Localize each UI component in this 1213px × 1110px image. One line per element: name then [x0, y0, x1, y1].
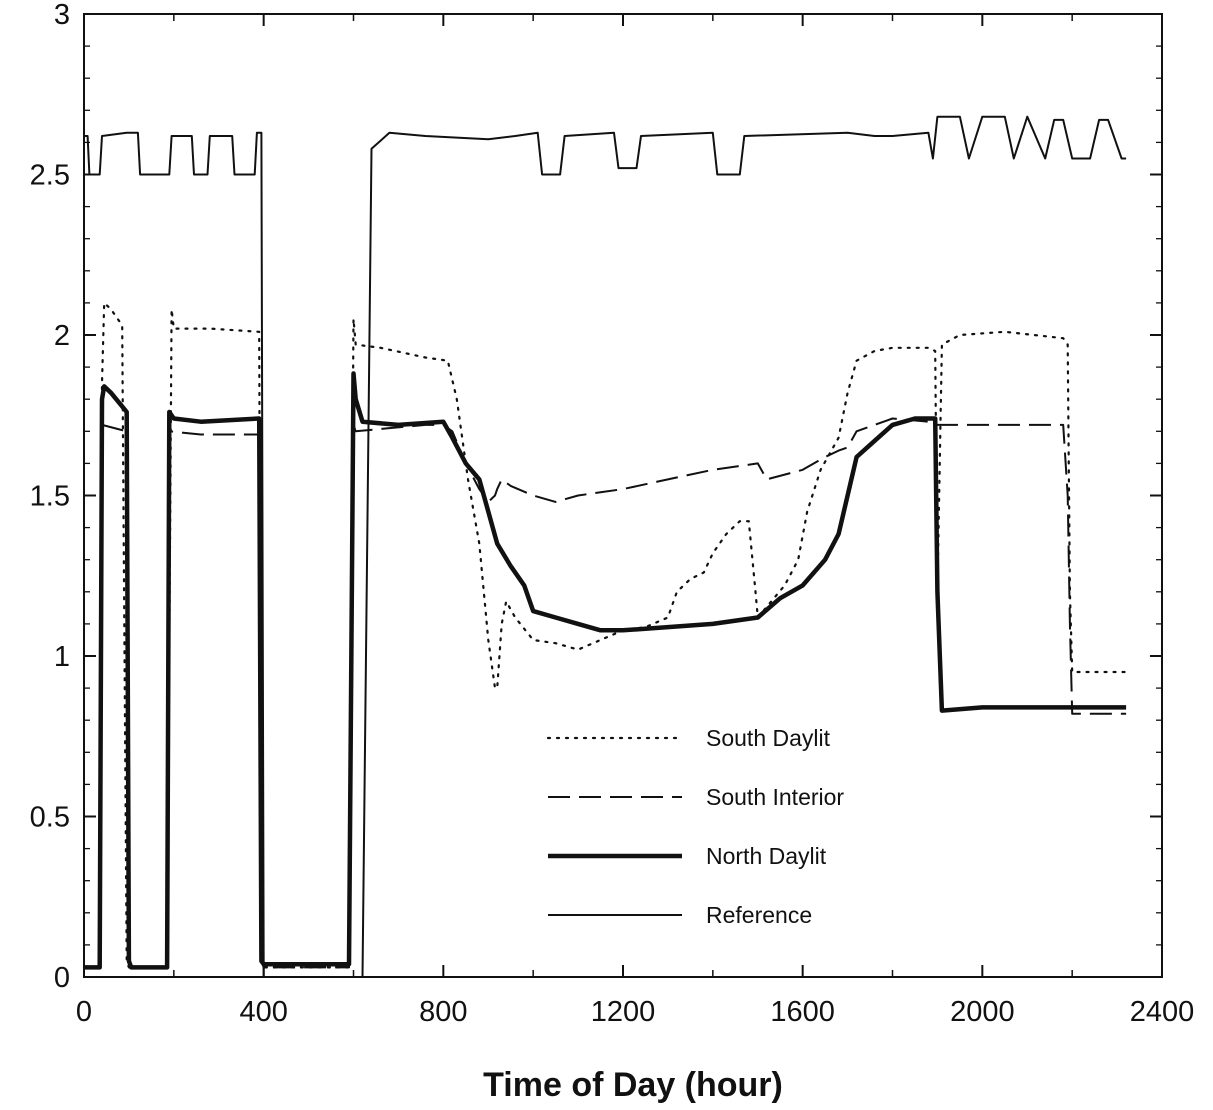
- y-tick-label: 3: [54, 0, 70, 31]
- x-tick-label: 1600: [770, 996, 835, 1028]
- tick-layer: 0 400 800 1200 1600 2000 2400 0 0.5 1 1.5 2 2.5 3: [30, 0, 1195, 1028]
- x-tick-label: 1200: [591, 996, 656, 1028]
- series-line-reference: [84, 115, 1127, 978]
- legend-label-reference: Reference: [706, 902, 812, 928]
- legend-label-south-interior: South Interior: [706, 784, 844, 810]
- x-tick-label: 400: [239, 996, 287, 1028]
- x-axis-title: Time of Day (hour): [483, 1066, 783, 1104]
- x-tick-label: 2000: [950, 996, 1015, 1028]
- y-tick-label: 2: [54, 320, 70, 352]
- series-line-south-interior: [84, 417, 1127, 969]
- x-tick-label: 2400: [1130, 996, 1195, 1028]
- y-tick-label: 0: [54, 962, 70, 994]
- y-tick-label: 0.5: [30, 802, 70, 834]
- legend-label-north-daylit: North Daylit: [706, 843, 827, 869]
- series-layer: [82, 115, 1128, 978]
- series-line-south-daylit: [82, 301, 1128, 969]
- y-tick-label: 2.5: [30, 160, 70, 192]
- series-line-north-daylit: [84, 371, 1127, 970]
- y-tick-label: 1: [54, 641, 70, 673]
- legend: South Daylit South Interior North Daylit Re…: [546, 725, 844, 928]
- legend-label-south-daylit: South Daylit: [706, 725, 831, 751]
- y-tick-label: 1.5: [30, 481, 70, 513]
- plot-frame: [83, 13, 1163, 978]
- x-tick-label: 800: [419, 996, 467, 1028]
- x-tick-label: 0: [76, 996, 92, 1028]
